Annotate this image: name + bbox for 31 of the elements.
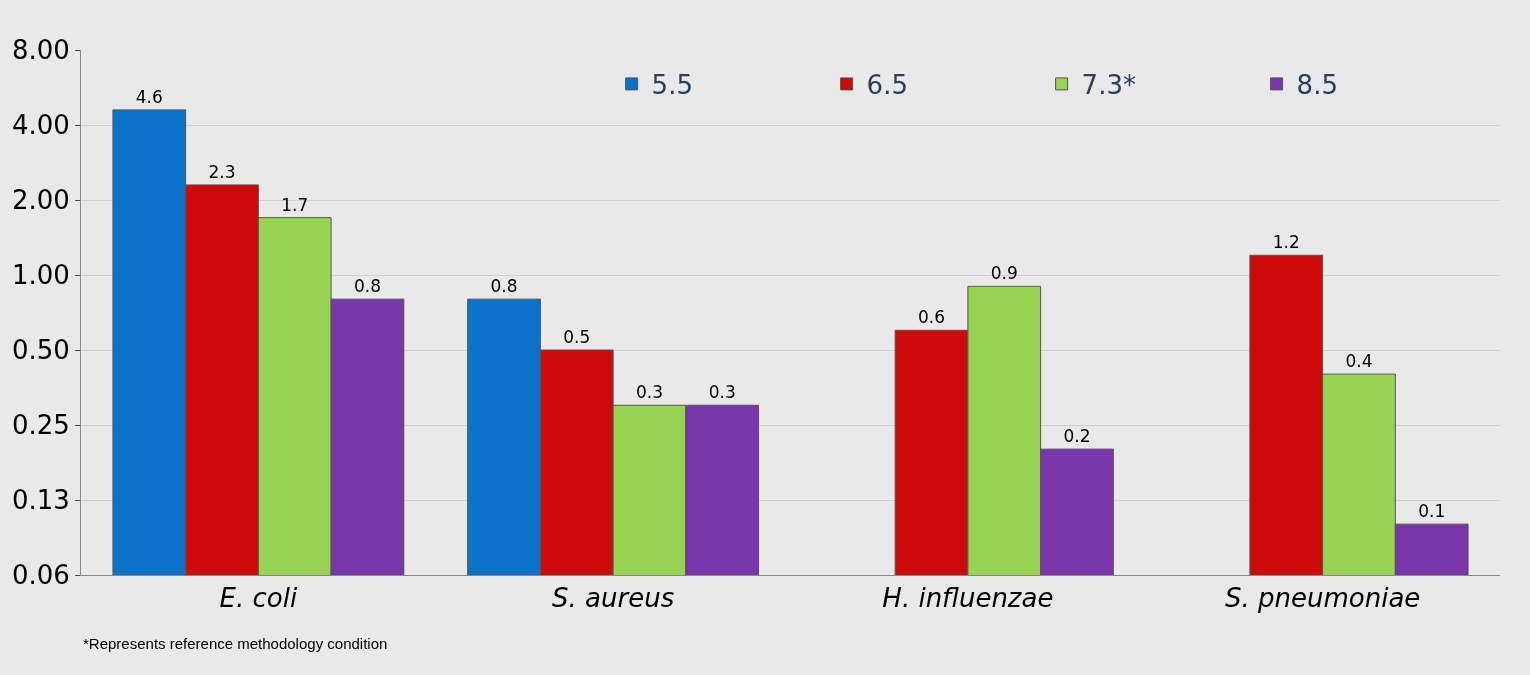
data-label: 0.8 [353,276,381,297]
data-label: 0.6 [917,307,946,328]
x-tick-label: H. influenzae [882,583,1054,614]
legend-label: 7.3* [1081,70,1136,101]
x-tick-label: E. coli [219,583,298,614]
y-tick-label: 4.00 [11,110,70,141]
x-tick-label: S. aureus [552,583,675,614]
data-label: 0.3 [635,382,664,403]
y-tick-label: 0.25 [11,410,70,441]
y-tick-label: 0.06 [11,560,70,591]
data-label: 0.5 [563,327,591,347]
legend-label: 6.5 [866,70,908,101]
legend-label: 8.5 [1296,70,1338,101]
data-label: 4.6 [135,86,163,107]
data-label: 0.3 [708,382,736,403]
y-tick-label: 0.50 [11,335,70,366]
data-label: 0.1 [1418,501,1446,522]
data-label: 0.8 [490,276,518,297]
y-tick-label: 8.00 [11,35,70,66]
y-tick-label: 0.13 [11,485,70,516]
data-label: 2.3 [208,161,236,182]
legend-label: 5.5 [651,70,693,101]
data-label: 1.2 [1272,232,1300,253]
data-label: 0.2 [1063,426,1091,447]
text: *Represents reference methodology condition [83,635,388,652]
y-tick-label: 1.00 [11,260,70,291]
x-tick-label: S. pneumoniae [1224,583,1421,614]
y-tick-label: 2.00 [11,185,70,216]
data-label: 1.7 [281,194,309,215]
data-label: 0.9 [990,263,1018,284]
data-label: 0.4 [1345,351,1373,372]
